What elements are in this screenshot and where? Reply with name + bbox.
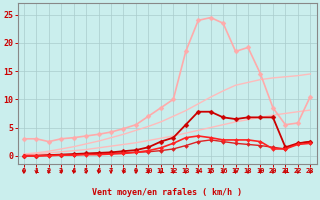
X-axis label: Vent moyen/en rafales ( km/h ): Vent moyen/en rafales ( km/h ) (92, 188, 242, 197)
